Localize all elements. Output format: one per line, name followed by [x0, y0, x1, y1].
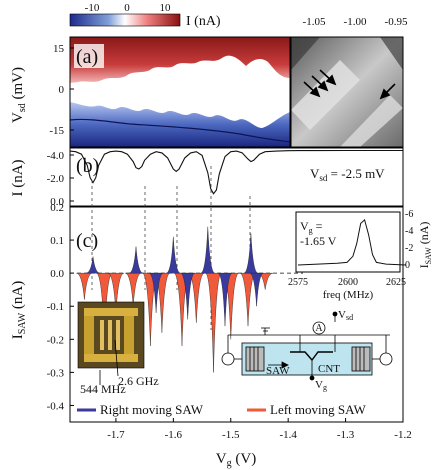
panel-b: -4.0 -2.0 0.0 I (nA) (b) Vsd = -2.5 mV	[10, 147, 404, 208]
x-tick: -1.2	[394, 429, 411, 441]
panel-b-annotation: Vsd = -2.5 mV	[310, 166, 385, 183]
inset-arrows	[303, 69, 396, 100]
heatmap-main	[70, 37, 290, 147]
right-moving-peak	[85, 256, 101, 274]
panel-c: 0.20.10.0-0.1-0.2-0.3-0.4 -1.7 -1.6 -1.5 -1…	[10, 202, 433, 469]
right-moving-peak	[180, 272, 195, 320]
y-tick: -0.3	[47, 367, 65, 379]
panel-label: (a)	[76, 46, 98, 68]
arrow-icon	[325, 74, 337, 86]
y-tick: -0.1	[47, 301, 64, 313]
frequency-inset: Vg = -1.65 V 2575 2600 2625 freq (MHz) -…	[288, 209, 433, 301]
inset-series-line	[297, 218, 406, 266]
inset-y-tick: -6	[405, 209, 413, 220]
inset-y-tick: 0	[405, 260, 410, 271]
panel-label: (c)	[76, 230, 98, 252]
inset-x-tick: 2625	[386, 277, 406, 288]
y-tick: 0	[59, 84, 65, 96]
colorbar	[69, 13, 181, 27]
inset-y-tick: -2	[405, 243, 413, 254]
right-moving-peak	[243, 233, 258, 274]
right-moving-peak	[249, 272, 264, 307]
panel-a-ylabel: Vsd (mV)	[10, 67, 28, 123]
saw-label: SAW	[266, 365, 290, 377]
y-tick: -0.2	[47, 334, 64, 346]
panel-c-ylabel: ISAW (nA)	[10, 281, 28, 340]
arrow-icon	[309, 86, 321, 98]
inset-annotation: Vg =	[300, 219, 323, 235]
cnt-label: CNT	[318, 363, 340, 375]
y-tick: -15	[49, 125, 64, 137]
arrow-icon	[317, 80, 329, 92]
series-line	[69, 149, 403, 195]
inset-top-tick: -0.95	[385, 16, 408, 28]
right-moving-peak	[200, 226, 215, 274]
panel-c-xticks: -1.7 -1.6 -1.5 -1.4 -1.3 -1.2	[107, 418, 412, 441]
inset-top-tick: -1.05	[303, 16, 326, 28]
right-moving-peak	[217, 272, 233, 327]
x-tick: -1.6	[165, 429, 183, 441]
panel-a-yticks: 15 0 -15	[49, 43, 74, 137]
vsd-label: Vsd	[338, 309, 353, 322]
inset-xlabel: freq (MHz)	[323, 289, 374, 301]
colorbar-label: I (nA)	[186, 14, 221, 29]
panel-a: -10 0 10 I (nA) -1.05 -1.00 -0.95	[10, 2, 408, 148]
x-tick: -1.5	[222, 429, 240, 441]
left-moving-peak	[125, 272, 142, 307]
y-tick: -2.0	[47, 173, 65, 185]
right-moving-peak	[166, 236, 181, 274]
y-tick: -4.0	[47, 150, 65, 162]
inset-annotation: -1.65 V	[300, 234, 337, 248]
y-tick: 15	[53, 43, 65, 55]
legend-right: Right moving SAW	[100, 402, 204, 417]
right-moving-series	[85, 226, 264, 327]
y-tick: 0.0	[50, 268, 64, 280]
panel-c-yticks: 0.2 0.1 0.0 -0.1 -0.2 -0.3 -0.4	[47, 202, 74, 412]
panel-c-xlabel: Vg (V)	[216, 451, 256, 469]
ammeter-label: A	[315, 323, 323, 334]
inset-top-tick: -1.00	[344, 16, 367, 28]
panel-b-ylabel: I (nA)	[10, 159, 26, 196]
circuit-schematic	[221, 311, 393, 381]
colorbar-tick: 0	[124, 2, 130, 14]
arrow-icon	[379, 88, 391, 100]
y-tick: 0.1	[50, 235, 64, 247]
right-moving-peak	[128, 246, 144, 274]
photo-label-low: 544 MHz	[80, 382, 126, 396]
colorbar-tick: -10	[85, 2, 100, 14]
x-tick: -1.4	[279, 429, 297, 441]
x-tick: -1.7	[107, 429, 125, 441]
x-tick: -1.3	[337, 429, 355, 441]
legend-left: Left moving SAW	[270, 402, 366, 417]
inset-x-tick: 2600	[338, 277, 358, 288]
inset-x-tick: 2575	[288, 277, 308, 288]
left-moving-peak	[205, 272, 222, 373]
inset-y-tick: -4	[405, 226, 413, 237]
legend: Right moving SAW Left moving SAW	[77, 402, 366, 417]
heatmap-inset	[291, 37, 403, 147]
left-moving-peak	[76, 272, 93, 300]
photo-label-high: 2.6 GHz	[118, 374, 159, 388]
colorbar-tick: 10	[160, 2, 172, 14]
device-photo: 544 MHz 2.6 GHz	[77, 301, 159, 396]
inset-ylabel: ISAW (nA)	[417, 222, 433, 269]
y-tick: 0.0	[50, 196, 64, 208]
right-moving-peak	[149, 272, 164, 313]
y-tick: -0.4	[47, 400, 65, 412]
y-tick: 0.2	[50, 202, 64, 214]
vg-label: Vg	[315, 379, 327, 392]
